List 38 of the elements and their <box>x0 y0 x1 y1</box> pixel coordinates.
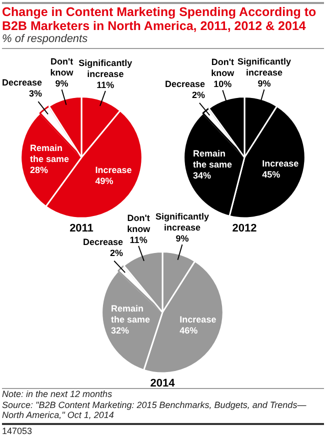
text: 2014 <box>150 377 176 390</box>
text: 147053 <box>2 422 324 436</box>
data-label: 9% <box>176 234 189 244</box>
data-label: 3% <box>29 88 42 99</box>
slice-label: Increase <box>180 314 216 324</box>
slice-label: Remain the same <box>192 148 232 170</box>
slice-label: Decrease <box>164 78 206 89</box>
slice-label: Don't know <box>211 57 236 78</box>
slice-label: Increase <box>262 158 299 168</box>
slice-label: Don't know <box>50 56 74 78</box>
slice-label: Remain the same <box>110 303 150 324</box>
slice-label: Significantly increase <box>155 212 209 233</box>
data-label: 32% <box>110 325 129 336</box>
slice-label: Decrease <box>82 236 124 247</box>
data-label: 11% <box>130 234 148 245</box>
data-label: 2% <box>110 248 124 258</box>
data-label: 28% <box>30 164 48 175</box>
slice-label: Significantly increase <box>237 56 291 78</box>
source-note: Source: "B2B Content Marketing: 2015 Benchmarks, Budgets, and Trends—North America," Oct 1, 2014 <box>2 400 308 420</box>
data-label: 9% <box>55 78 68 89</box>
slice-label: Increase <box>95 164 132 175</box>
chart-title: Change in Content Marketing Spending According to B2B Marketers in North America, 2011, 2012 & 2014 <box>2 5 318 33</box>
slice-label: Remain the same <box>30 142 69 164</box>
data-label: 49% <box>95 176 114 186</box>
data-label: 2% <box>192 90 206 100</box>
text: 2012 <box>232 222 257 234</box>
text: Note: in the next 12 months <box>2 389 114 400</box>
slice-label: Decrease <box>2 78 42 88</box>
slice-label: Don't know <box>127 212 152 234</box>
data-label: 9% <box>258 78 271 89</box>
slice-label: Significantly increase <box>78 58 132 79</box>
data-label: 11% <box>96 80 114 90</box>
data-label: 46% <box>180 325 198 336</box>
data-label: 10% <box>214 79 232 90</box>
data-label: 34% <box>192 170 211 180</box>
text: 2011 <box>70 222 94 234</box>
data-label: 45% <box>262 169 280 180</box>
chart-subtitle: % of respondents <box>2 33 324 49</box>
